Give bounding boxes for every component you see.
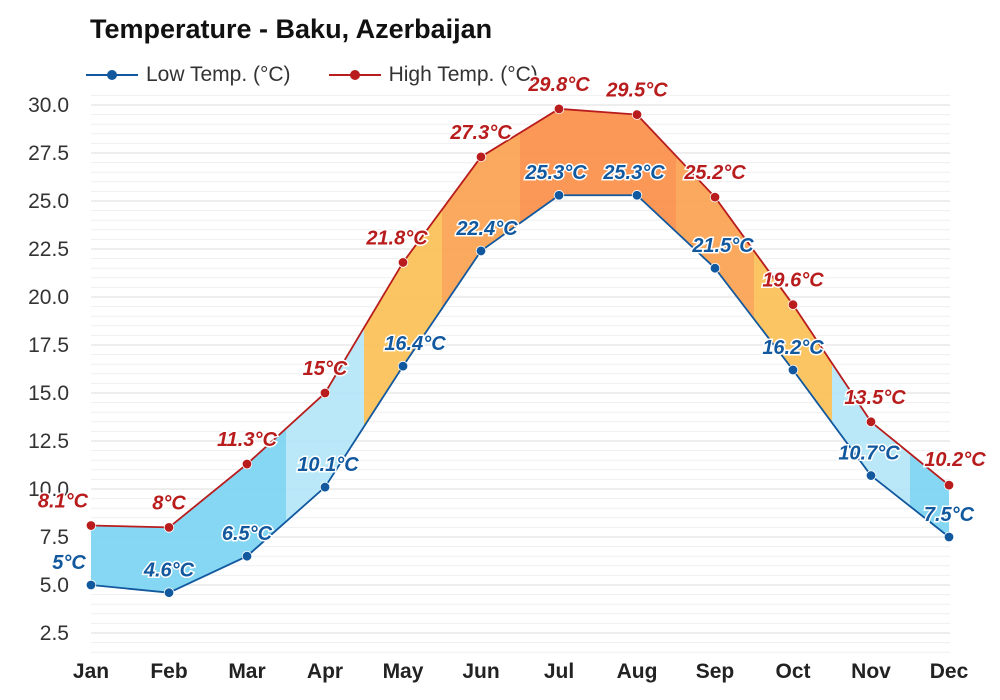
range-band-sep bbox=[676, 155, 754, 320]
high-temp-point-apr[interactable] bbox=[319, 387, 331, 399]
low-temp-point-mar[interactable] bbox=[241, 551, 253, 562]
y-tick-label: 5.0 bbox=[40, 574, 69, 597]
low-temp-label-feb: 4.6°C bbox=[143, 560, 195, 582]
range-band-may bbox=[364, 209, 442, 427]
high-temp-point-sep[interactable] bbox=[709, 191, 721, 203]
x-tick-jan: Jan bbox=[73, 660, 109, 683]
x-tick-apr: Apr bbox=[307, 660, 343, 683]
high-temp-label-nov: 13.5°C bbox=[844, 387, 906, 409]
low-temp-label-dec: 7.5°C bbox=[924, 504, 975, 526]
high-temp-point-oct[interactable] bbox=[787, 299, 799, 310]
high-temp-label-dec: 10.2°C bbox=[924, 449, 986, 471]
y-tick-label: 27.5 bbox=[28, 142, 69, 165]
legend-high-label: High Temp. (°C) bbox=[388, 63, 538, 86]
y-tick-label: 10.0 bbox=[28, 478, 69, 501]
range-band-nov bbox=[832, 363, 910, 507]
low-temp-label-mar: 6.5°C bbox=[222, 523, 273, 545]
data-points bbox=[85, 103, 955, 598]
high-temp-label-may: 21.8°C bbox=[365, 227, 428, 249]
low-temp-point-jan[interactable] bbox=[85, 579, 97, 591]
x-tick-jul: Jul bbox=[544, 660, 574, 683]
low-temp-point-jun[interactable] bbox=[475, 245, 487, 257]
high-temp-label-jan: 8.1°C bbox=[38, 490, 89, 512]
low-temp-label-may: 16.4°C bbox=[384, 333, 446, 355]
x-tick-oct: Oct bbox=[775, 660, 810, 683]
low-temp-label-jun: 22.4°C bbox=[455, 218, 518, 240]
low-temp-point-sep[interactable] bbox=[709, 263, 721, 274]
high-temp-point-may[interactable] bbox=[397, 257, 409, 268]
x-tick-sep: Sep bbox=[696, 660, 735, 683]
x-tick-aug: Aug bbox=[617, 660, 658, 683]
high-temp-label-oct: 19.6°C bbox=[762, 270, 824, 292]
low-temp-point-aug[interactable] bbox=[631, 190, 643, 201]
low-temp-point-may[interactable] bbox=[397, 360, 409, 372]
high-temp-point-jul[interactable] bbox=[553, 103, 565, 115]
y-tick-label: 25.0 bbox=[28, 190, 69, 213]
low-temp-point-oct[interactable] bbox=[787, 364, 799, 376]
x-tick-may: May bbox=[383, 660, 424, 683]
legend-low-swatch bbox=[86, 68, 138, 82]
y-axis-ticks: 30.0 27.5 25.0 22.5 20.0 17.5 15.0 12.5 10.0 7.5 5… bbox=[28, 94, 69, 645]
low-temp-label-nov: 10.7°C bbox=[838, 443, 900, 465]
chart-title: Temperature - Baku, Azerbaijan bbox=[90, 14, 493, 44]
y-tick-label: 7.5 bbox=[40, 526, 69, 549]
range-band-aug bbox=[598, 111, 676, 232]
high-temp-label-jun: 27.3°C bbox=[449, 122, 512, 144]
y-tick-label: 30.0 bbox=[28, 94, 69, 117]
range-band-dec bbox=[910, 453, 949, 537]
chart-legend: Low Temp. (°C) High Temp. (°C) bbox=[86, 60, 538, 90]
high-temp-label-mar: 11.3°C bbox=[217, 429, 277, 451]
low-temp-line bbox=[90, 194, 950, 594]
range-band-jan bbox=[91, 525, 130, 589]
series-lines bbox=[90, 107, 950, 594]
y-tick-label: 2.5 bbox=[40, 622, 69, 645]
high-temp-point-jan[interactable] bbox=[85, 520, 97, 531]
y-tick-label: 20.0 bbox=[28, 286, 69, 309]
x-axis-ticks: Jan Feb Mar Apr May Jun Jul Aug Sep Oct Nov Dec bbox=[73, 660, 969, 683]
x-tick-dec: Dec bbox=[930, 660, 969, 683]
high-temp-point-aug[interactable] bbox=[631, 109, 643, 120]
low-temp-label-jul: 25.3°C bbox=[524, 162, 587, 184]
x-tick-feb: Feb bbox=[150, 660, 187, 683]
high-temp-line bbox=[90, 107, 950, 529]
high-temp-label-jul: 29.8°C bbox=[527, 74, 590, 96]
high-temp-point-feb[interactable] bbox=[163, 522, 175, 533]
low-temp-point-nov[interactable] bbox=[865, 470, 877, 481]
legend-low-label: Low Temp. (°C) bbox=[146, 63, 291, 86]
range-band-oct bbox=[754, 250, 832, 423]
range-band-apr bbox=[286, 327, 364, 522]
high-temp-label-aug: 29.5°C bbox=[605, 80, 668, 102]
high-temp-point-nov[interactable] bbox=[865, 416, 877, 428]
low-temp-label-jan: 5°C bbox=[52, 552, 86, 574]
high-temp-label-feb: 8°C bbox=[152, 492, 186, 514]
legend-high-swatch bbox=[328, 68, 381, 82]
high-temp-label-sep: 25.2°C bbox=[683, 162, 746, 184]
high-temp-point-mar[interactable] bbox=[241, 458, 253, 470]
high-temp-label-apr: 15°C bbox=[303, 358, 348, 380]
x-tick-mar: Mar bbox=[228, 660, 265, 683]
y-tick-label: 15.0 bbox=[28, 382, 69, 405]
y-tick-label: 17.5 bbox=[28, 334, 69, 357]
low-temp-label-aug: 25.3°C bbox=[602, 162, 665, 184]
low-temp-point-dec[interactable] bbox=[943, 531, 955, 543]
low-temp-label-sep: 21.5°C bbox=[691, 235, 754, 257]
range-band-jun bbox=[442, 132, 520, 309]
x-tick-nov: Nov bbox=[851, 660, 891, 683]
legend-item-low[interactable]: Low Temp. (°C) bbox=[86, 63, 291, 87]
range-band-feb bbox=[130, 495, 208, 593]
x-tick-jun: Jun bbox=[462, 660, 499, 683]
low-temp-label-oct: 16.2°C bbox=[762, 337, 824, 359]
low-temp-point-feb[interactable] bbox=[163, 587, 175, 598]
low-temp-label-apr: 10.1°C bbox=[297, 454, 359, 476]
y-tick-label: 12.5 bbox=[28, 430, 69, 453]
legend-item-high[interactable]: High Temp. (°C) bbox=[328, 63, 538, 87]
high-temp-point-jun[interactable] bbox=[475, 151, 487, 163]
data-labels: 8.1°C 8°C 11.3°C 15°C 21.8°C 27.3°C 29.8°C 29.5… bbox=[36, 72, 987, 583]
high-temp-point-dec[interactable] bbox=[943, 479, 955, 491]
low-temp-point-apr[interactable] bbox=[319, 481, 331, 493]
low-temp-point-jul[interactable] bbox=[553, 190, 565, 201]
y-tick-label: 22.5 bbox=[28, 238, 69, 261]
